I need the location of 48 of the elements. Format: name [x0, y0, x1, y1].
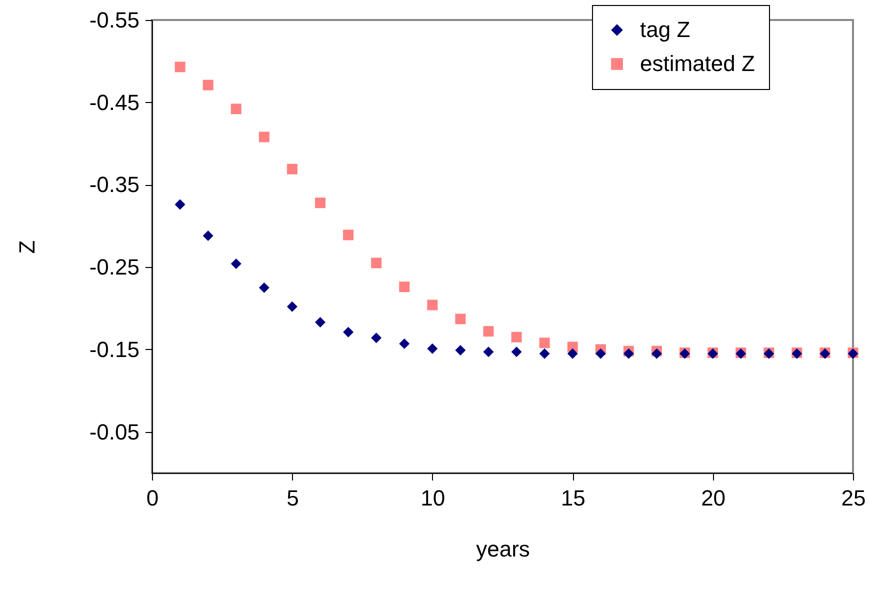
point	[286, 164, 298, 174]
point	[539, 338, 550, 348]
point	[511, 346, 522, 358]
point	[314, 198, 326, 208]
point	[230, 104, 242, 114]
y-axis-title: Z	[14, 240, 40, 254]
y-tick-label: -0.05	[89, 419, 140, 444]
x-tick-label: 15	[560, 486, 586, 510]
point	[539, 348, 550, 359]
x-tick-label: 20	[701, 486, 726, 510]
point	[314, 317, 326, 328]
point	[595, 348, 606, 359]
point	[202, 80, 214, 90]
point	[174, 199, 186, 210]
x-axis-title: years	[476, 536, 530, 562]
point	[511, 332, 522, 342]
y-tick-label: -0.55	[89, 8, 140, 32]
point	[455, 345, 466, 356]
point	[399, 282, 410, 292]
point	[651, 348, 662, 359]
x-tick-label: 5	[286, 486, 299, 510]
y-tick-label: -0.25	[89, 254, 140, 280]
point	[567, 348, 578, 359]
y-tick-label: -0.45	[89, 90, 140, 115]
point	[286, 301, 298, 312]
point	[371, 258, 382, 268]
point	[623, 348, 634, 359]
point	[258, 282, 270, 293]
point	[230, 258, 242, 270]
point	[427, 343, 438, 354]
point	[343, 230, 354, 240]
point	[202, 230, 214, 242]
x-tick-label: 0	[146, 486, 159, 510]
point	[174, 62, 186, 72]
point	[427, 300, 438, 310]
point	[455, 314, 466, 324]
legend-label: estimated Z	[640, 51, 755, 76]
legend-label: tag Z	[640, 17, 690, 42]
point	[371, 332, 382, 344]
x-tick-label: 25	[841, 486, 866, 510]
point	[483, 326, 494, 337]
y-tick-label: -0.35	[89, 172, 140, 198]
y-tick-label: -0.15	[89, 336, 140, 362]
point	[343, 326, 354, 338]
x-tick-label: 10	[420, 486, 446, 510]
point	[399, 338, 410, 349]
point	[483, 346, 494, 358]
point	[258, 132, 270, 142]
